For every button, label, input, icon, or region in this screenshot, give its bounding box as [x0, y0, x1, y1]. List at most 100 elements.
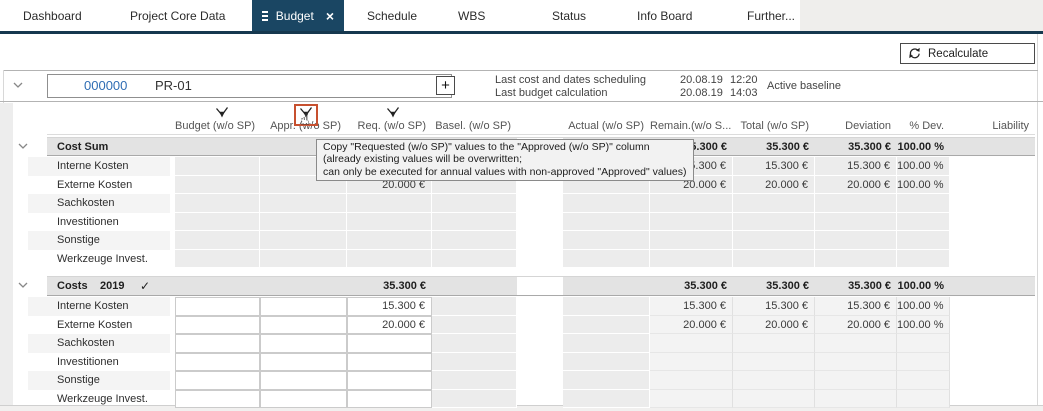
- cell-pdev: [897, 212, 950, 231]
- col-header-liability[interactable]: Liability: [992, 120, 1029, 132]
- section-cell-budget: [175, 138, 260, 155]
- project-band-border: [4, 70, 1038, 71]
- project-collapse-chevron[interactable]: [13, 82, 23, 88]
- cell-remain: [650, 231, 733, 250]
- cell-actual: [563, 352, 650, 371]
- cell-req[interactable]: [347, 334, 432, 353]
- cell-appr[interactable]: [260, 297, 347, 316]
- project-id: 000000: [84, 78, 128, 93]
- cell-req[interactable]: [347, 371, 432, 390]
- tab-status[interactable]: Status: [552, 8, 587, 23]
- cell-budget[interactable]: [175, 334, 260, 353]
- section-title: Cost Sum: [57, 141, 109, 153]
- cell-gap: [517, 213, 563, 232]
- table-row: Sachkosten: [28, 194, 1035, 213]
- close-icon[interactable]: ×: [325, 7, 334, 24]
- project-band-border: [0, 101, 1043, 102]
- recalculate-button[interactable]: Recalculate: [900, 43, 1035, 64]
- col-header-deviation[interactable]: Deviation: [845, 120, 891, 132]
- cell-liability: [950, 213, 1035, 232]
- tab-info-board[interactable]: Info Board: [637, 8, 693, 23]
- tabbar-underline: [0, 31, 1043, 34]
- section-cell-req: 35.300 €: [347, 277, 432, 295]
- cell-req[interactable]: [347, 389, 432, 408]
- cell-deviation: [815, 371, 897, 390]
- add-button[interactable]: +: [436, 76, 455, 95]
- cell-remain: [650, 352, 733, 371]
- hand-cursor: ☝: [300, 110, 310, 129]
- cell-gap: [517, 353, 563, 372]
- cell-budget[interactable]: [175, 297, 260, 316]
- cell-appr[interactable]: [260, 352, 347, 371]
- cell-total: 15.300 €: [733, 297, 815, 316]
- cell-deviation: 20.000 €: [815, 175, 897, 194]
- section-collapse-chevron[interactable]: [18, 282, 28, 288]
- cell-actual: [563, 315, 650, 334]
- col-header-budget[interactable]: Budget (w/o SP): [175, 120, 256, 132]
- cell-deviation: 20.000 €: [815, 315, 897, 334]
- section-collapse-chevron[interactable]: [18, 143, 28, 149]
- cell-gap: [517, 297, 563, 316]
- row-label: Sonstige: [28, 231, 170, 250]
- cell-budget: [175, 249, 260, 268]
- project-code: PR-01: [155, 78, 192, 93]
- left-column-headers: Budget (w/o SP) Appr. (w/o SP) Req. (w/o…: [47, 120, 517, 132]
- cell-total: 20.000 €: [733, 175, 815, 194]
- cell-appr[interactable]: [260, 371, 347, 390]
- copy-values-icon-budget[interactable]: [215, 106, 229, 124]
- section-cell-liability: [950, 277, 1035, 295]
- cell-remain: [650, 371, 733, 390]
- cell-req: [347, 212, 432, 231]
- cell-appr[interactable]: [260, 315, 347, 334]
- copy-values-icon-appr-highlighted[interactable]: [294, 104, 318, 126]
- col-header-basel[interactable]: Basel. (w/o SP): [435, 120, 511, 132]
- recalculate-label: Recalculate: [928, 47, 989, 60]
- table-row: Sonstige: [28, 231, 1035, 250]
- row-label: Externe Kosten: [57, 178, 133, 191]
- cell-liability: [950, 390, 1035, 409]
- col-header-appr[interactable]: Appr. (w/o SP): [270, 120, 341, 132]
- cell-total: [733, 389, 815, 408]
- scheduling-info-label: Last cost and dates scheduling: [495, 74, 647, 86]
- col-header-actual[interactable]: Actual (w/o SP): [568, 120, 644, 132]
- cell-req[interactable]: 15.300 €: [347, 297, 432, 316]
- tab-wbs[interactable]: WBS: [458, 8, 486, 23]
- tab-schedule[interactable]: Schedule: [367, 8, 418, 23]
- tab-budget[interactable]: Budget ×: [252, 0, 344, 31]
- cell-total: [733, 334, 815, 353]
- tab-dashboard[interactable]: Dashboard: [23, 8, 82, 23]
- cell-req[interactable]: 20.000 €: [347, 315, 432, 334]
- cell-budget[interactable]: [175, 371, 260, 390]
- col-header-pdev[interactable]: % Dev.: [909, 120, 944, 132]
- copy-values-icon-req[interactable]: [386, 106, 400, 124]
- cell-appr[interactable]: [260, 334, 347, 353]
- cell-appr[interactable]: [260, 389, 347, 408]
- col-header-remain[interactable]: Remain.(w/o S...: [650, 120, 732, 132]
- cell-appr: [260, 249, 347, 268]
- project-name-box[interactable]: [47, 74, 452, 98]
- cell-liability: [950, 250, 1035, 269]
- cell-liability: [950, 231, 1035, 250]
- cell-basel: [432, 231, 517, 250]
- menu-icon[interactable]: [262, 9, 268, 23]
- cell-budget[interactable]: [175, 389, 260, 408]
- cell-budget: [175, 175, 260, 194]
- cell-budget[interactable]: [175, 315, 260, 334]
- cell-budget[interactable]: [175, 352, 260, 371]
- cell-liability: [950, 194, 1035, 213]
- section-cell-remain: 35.300 €: [650, 277, 733, 295]
- content-right-border: [1037, 34, 1038, 405]
- tab-further[interactable]: Further...: [747, 8, 796, 23]
- right-column-headers: Actual (w/o SP) Remain.(w/o S... Total (…: [563, 120, 1035, 132]
- refresh-icon: [909, 47, 920, 59]
- tab-project-core-data[interactable]: Project Core Data: [130, 8, 226, 23]
- col-header-req[interactable]: Req. (w/o SP): [357, 120, 426, 132]
- row-label: Investitionen: [57, 355, 119, 368]
- cell-req[interactable]: [347, 352, 432, 371]
- cell-deviation: [815, 389, 897, 408]
- col-header-total[interactable]: Total (w/o SP): [740, 120, 809, 132]
- cell-liability: [950, 157, 1035, 176]
- row-label: Investitionen: [57, 215, 119, 228]
- section-cell-basel: [432, 277, 517, 295]
